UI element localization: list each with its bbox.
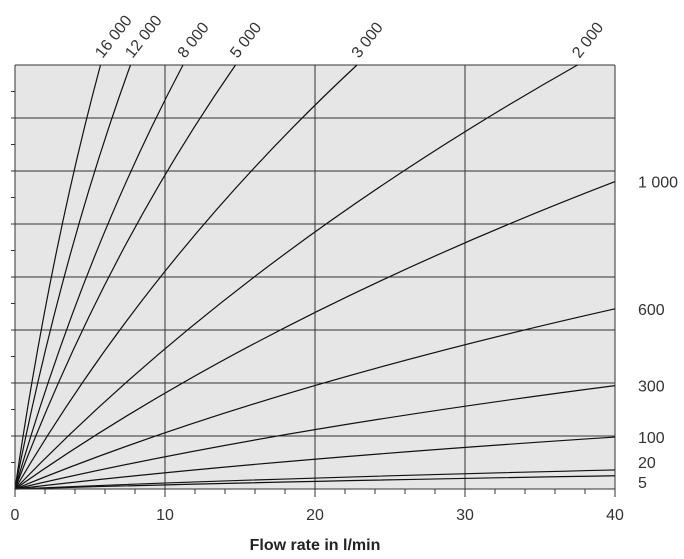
- curve-label: 20: [638, 455, 656, 472]
- curve-3000: [14, 64, 358, 490]
- curve-5: [14, 475, 616, 490]
- x-tick-label: 40: [606, 507, 624, 524]
- curve-label: 2 000: [569, 19, 607, 61]
- grid: [15, 64, 616, 489]
- curve-label: 300: [638, 379, 665, 396]
- curve-2000: [14, 64, 578, 490]
- curve-1000: [14, 181, 616, 490]
- curve-300: [14, 385, 616, 490]
- curve-600: [14, 308, 616, 490]
- x-tick-label: 0: [11, 507, 20, 524]
- curve-8000: [14, 64, 184, 490]
- axis-ticks: [11, 91, 616, 497]
- curve-16000: [14, 64, 102, 490]
- curve-12000: [14, 64, 132, 490]
- curve-label: 3 000: [349, 19, 387, 61]
- curve-label: 1 000: [638, 175, 678, 192]
- curves: [14, 64, 616, 490]
- curve-label: 5: [638, 475, 647, 492]
- curve-label: 600: [638, 302, 665, 319]
- x-tick-labels: 0 10 20 30 40: [11, 507, 624, 524]
- curve-label: 5 000: [227, 19, 265, 61]
- x-axis-title: Flow rate in l/min: [250, 537, 381, 554]
- x-tick-label: 10: [156, 507, 174, 524]
- curve-label: 100: [638, 430, 665, 447]
- curve-label: 8 000: [175, 19, 213, 61]
- x-tick-label: 20: [306, 507, 324, 524]
- curve-20: [14, 469, 616, 490]
- curve-5000: [14, 64, 236, 490]
- x-tick-label: 30: [456, 507, 474, 524]
- curve-100: [14, 436, 616, 490]
